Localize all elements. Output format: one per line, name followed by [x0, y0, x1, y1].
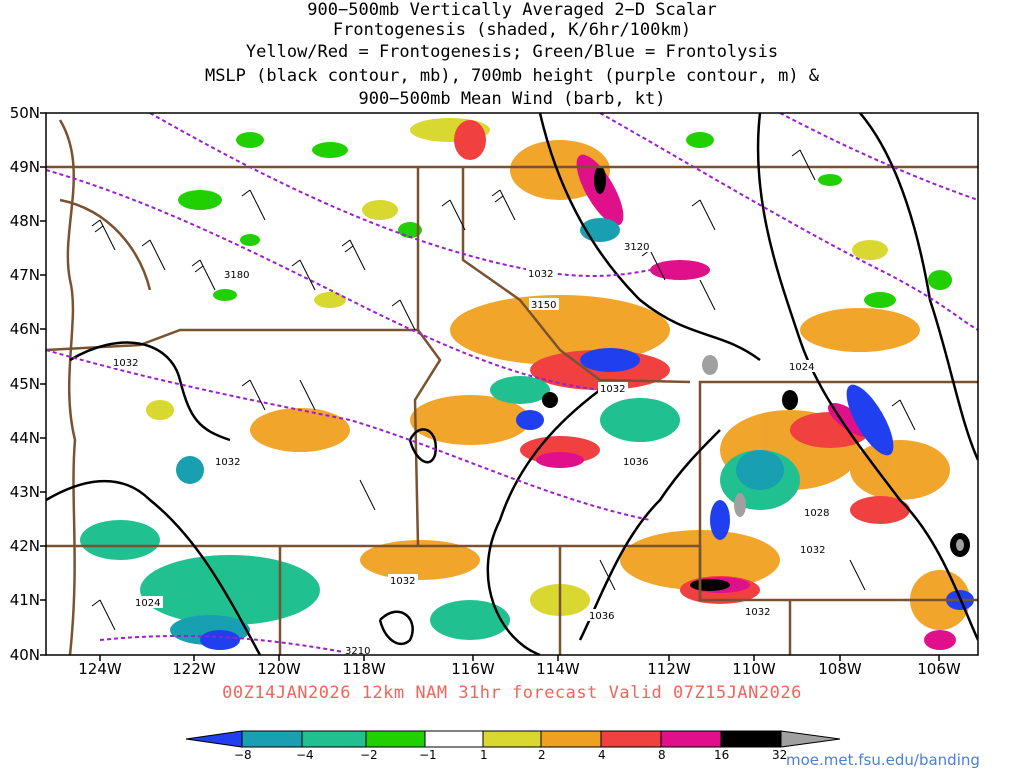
mslp-labels: 1032 1032 1032 1032 1032 1036 1024 1028 …	[111, 267, 832, 622]
colorbar-label: 2	[538, 748, 546, 762]
map-title-line-1: 900−500mb Vertically Averaged 2−D Scalar	[307, 0, 717, 20]
colorbar-swatch	[780, 730, 841, 748]
mslp-label: 1024	[135, 598, 160, 609]
map-title-line-3: Yellow/Red = Frontogenesis; Green/Blue =…	[245, 42, 779, 62]
wind-barbs	[91, 149, 916, 631]
colorbar-label: −1	[419, 748, 437, 762]
height-label: 3210	[345, 646, 370, 657]
colorbar-swatch	[365, 730, 426, 748]
map-title-line-4: MSLP (black contour, mb), 700mb height (…	[204, 66, 820, 86]
colorbar-label: −4	[296, 748, 314, 762]
height-label: 3150	[531, 300, 556, 311]
lat-label: 48N	[9, 212, 40, 230]
mslp-label: 1032	[390, 576, 415, 587]
mslp-label: 1032	[528, 269, 553, 280]
colorbar-swatch	[600, 730, 662, 748]
mslp-label: 1032	[113, 358, 138, 369]
lon-label: 112W	[647, 660, 691, 678]
colorbar-swatch	[185, 730, 243, 748]
colorbar-label: −8	[234, 748, 252, 762]
state-borders	[46, 119, 978, 655]
lat-label: 45N	[9, 375, 40, 393]
colorbar-swatch	[720, 730, 782, 748]
colorbar-swatch	[660, 730, 722, 748]
lat-label: 40N	[9, 646, 40, 664]
map-title-line-2: Frontogenesis (shaded, K/6hr/100km)	[332, 20, 692, 40]
colorbar-swatch	[424, 730, 484, 748]
colorbar-label: 1	[480, 748, 488, 762]
lon-label: 120W	[257, 660, 301, 678]
colorbar-label: 8	[658, 748, 666, 762]
height-labels: 3180 3150 3120 3210	[222, 240, 652, 657]
mslp-label: 1036	[623, 457, 648, 468]
colorbar	[185, 730, 841, 748]
colorbar-swatch	[241, 730, 303, 748]
lon-label: 108W	[818, 660, 862, 678]
colorbar-label: 4	[598, 748, 606, 762]
height-contours	[46, 113, 978, 655]
lat-label: 43N	[9, 483, 40, 501]
mslp-contours	[46, 113, 978, 655]
height-label: 3180	[224, 270, 249, 281]
lon-label: 110W	[732, 660, 776, 678]
lat-label: 50N	[9, 104, 40, 122]
mslp-label: 1036	[589, 611, 614, 622]
mslp-label: 1032	[600, 384, 625, 395]
lat-label: 41N	[9, 591, 40, 609]
mslp-label: 1028	[804, 508, 829, 519]
colorbar-swatch	[301, 730, 367, 748]
source-url: moe.met.fsu.edu/banding	[786, 751, 980, 769]
lon-label: 118W	[342, 660, 386, 678]
forecast-valid-time: 00Z14JAN2026 12km NAM 31hr forecast Vali…	[222, 683, 802, 703]
height-label: 3120	[624, 242, 649, 253]
lat-label: 47N	[9, 266, 40, 284]
lon-label: 116W	[451, 660, 495, 678]
colorbar-label: −2	[360, 748, 378, 762]
lat-label: 46N	[9, 320, 40, 338]
lon-label: 122W	[172, 660, 216, 678]
colorbar-label: 16	[714, 748, 730, 762]
mslp-label: 1024	[789, 362, 814, 373]
axis-ticks	[40, 112, 940, 661]
mslp-label: 1032	[215, 457, 240, 468]
mslp-label: 1032	[745, 607, 770, 618]
colorbar-label: 32	[772, 748, 788, 762]
colorbar-swatch	[482, 730, 542, 748]
frontogenesis-shading: 1032 1032 1032 1032 1032 1036 1024 1028 …	[46, 113, 978, 657]
map-title-line-5: 900−500mb Mean Wind (barb, kt)	[358, 89, 666, 109]
colorbar-swatch	[540, 730, 602, 748]
mslp-label: 1032	[800, 545, 825, 556]
lon-label: 114W	[536, 660, 580, 678]
lat-label: 42N	[9, 537, 40, 555]
lat-label: 49N	[9, 158, 40, 176]
lat-label: 44N	[9, 429, 40, 447]
lon-label: 124W	[78, 660, 122, 678]
lon-label: 106W	[917, 660, 961, 678]
